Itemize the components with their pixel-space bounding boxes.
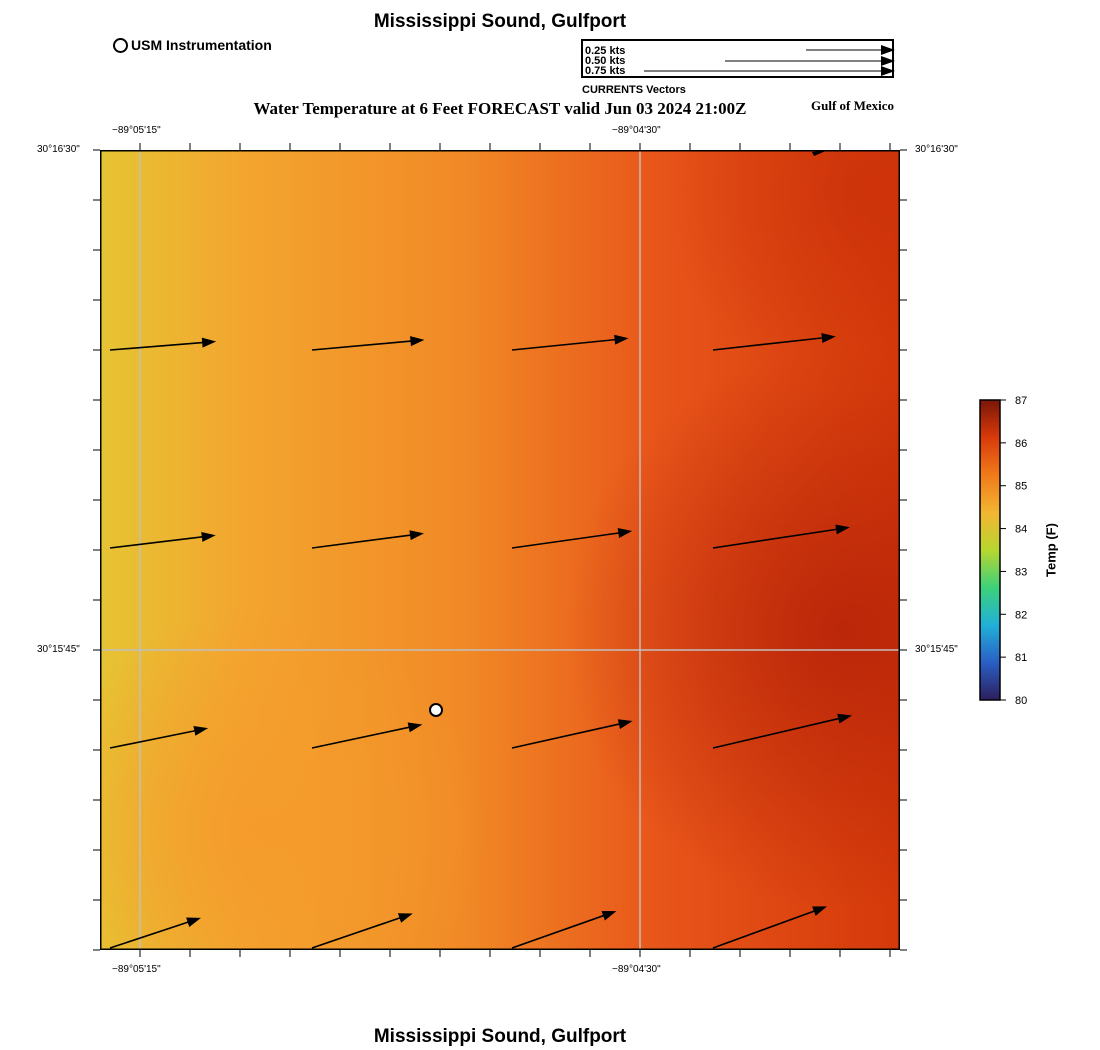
station-legend: USM Instrumentation — [113, 37, 272, 53]
usm-instrumentation-station[interactable] — [429, 703, 443, 717]
colorbar-tick-label: 87 — [1015, 395, 1027, 407]
current-vector-arrow — [712, 524, 850, 549]
current-vector-arrow — [712, 906, 828, 949]
top-tick-label: −89°04'30" — [612, 125, 661, 136]
current-vector-arrow — [311, 722, 423, 749]
left-tick-label: 30°16'30" — [37, 144, 80, 155]
colorbar-label: Temp (F) — [1043, 523, 1059, 577]
station-legend-label: USM Instrumentation — [131, 37, 272, 53]
vector-scale-arrow-1 — [806, 45, 895, 55]
current-vector-arrow — [109, 917, 201, 949]
station-marker-icon — [113, 37, 128, 53]
bottom-tick-label: −89°05'15" — [112, 964, 161, 975]
current-vector-arrow — [511, 334, 629, 351]
colorbar-ticks: 87 86 85 84 83 82 81 80 — [1000, 395, 1027, 707]
graticule — [100, 150, 900, 950]
colorbar-tick-label: 82 — [1015, 609, 1027, 621]
current-vector-arrow — [311, 336, 425, 351]
footer-title: Mississippi Sound, Gulfport — [373, 1026, 627, 1047]
vector-scale-arrow-3 — [644, 66, 895, 76]
current-vector-arrow — [511, 911, 617, 949]
temperature-map[interactable] — [100, 150, 900, 950]
vector-scale-arrows — [644, 45, 895, 76]
colorbar-tick-label: 83 — [1015, 566, 1027, 578]
vector-scale-label-2: 0.50 kts — [585, 55, 626, 67]
current-vector-arrow — [109, 531, 216, 549]
temperature-top-zone — [100, 150, 900, 950]
current-vector-arrow — [712, 713, 852, 749]
current-vector-arrow — [311, 913, 413, 949]
bottom-tick-label: −89°04'30" — [612, 964, 661, 975]
vector-scale-label-3: 0.75 kts — [585, 65, 626, 77]
current-vector-arrow — [311, 530, 424, 549]
right-tick-label: 30°15'45" — [915, 644, 958, 655]
current-vector-arrow — [109, 337, 217, 351]
current-vectors — [109, 150, 852, 949]
left-tick-label: 30°15'45" — [37, 644, 80, 655]
colorbar-scale — [979, 399, 1001, 701]
colorbar-tick-label: 80 — [1015, 695, 1027, 707]
current-vector-arrow — [109, 725, 209, 749]
map-title: Water Temperature at 6 Feet FORECAST val… — [253, 99, 747, 118]
colorbar-tick-label: 81 — [1015, 652, 1027, 664]
vector-scale-label-1: 0.25 kts — [585, 45, 626, 57]
colorbar-tick-label: 86 — [1015, 438, 1027, 450]
vector-scale-legend: 0.25 kts 0.50 kts 0.75 kts — [581, 39, 895, 78]
vector-scale-caption: CURRENTS Vectors — [582, 84, 686, 96]
colorbar-tick-label: 85 — [1015, 481, 1027, 493]
page-title: Mississippi Sound, Gulfport — [373, 11, 627, 32]
current-vector-arrow — [511, 719, 633, 749]
top-tick-label: −89°05'15" — [112, 125, 161, 136]
region-label: Gulf of Mexico — [811, 98, 895, 113]
right-tick-label: 30°16'30" — [915, 144, 958, 155]
vector-scale-arrow-2 — [725, 56, 895, 66]
current-vector-arrow — [712, 333, 836, 351]
current-vector-arrow — [511, 528, 633, 549]
colorbar-tick-label: 84 — [1015, 524, 1027, 536]
temperature-colorbar: 87 86 85 84 83 82 81 80 — [979, 395, 1027, 707]
